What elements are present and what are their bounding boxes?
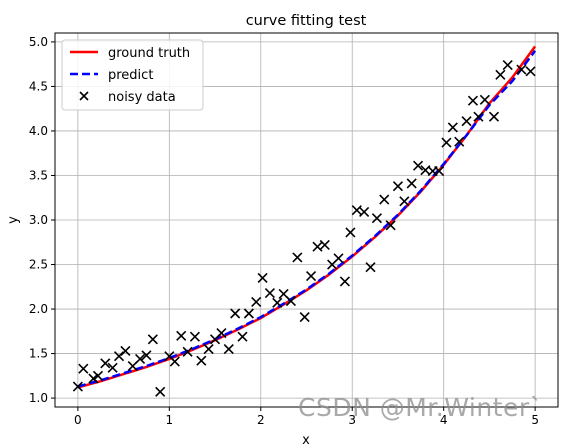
noisy-data-point <box>243 308 254 319</box>
noisy-data-point <box>147 334 158 345</box>
y-axis-label: y <box>6 216 21 224</box>
x-axis-label: x <box>302 433 310 447</box>
noisy-data-point <box>251 296 262 307</box>
noisy-data-point <box>441 137 452 148</box>
noisy-data-point <box>120 345 131 356</box>
noisy-data-point <box>319 239 330 250</box>
noisy-data-point <box>189 331 200 342</box>
grid-lines <box>55 33 558 407</box>
noisy-data-point <box>312 241 323 252</box>
noisy-data-point <box>385 220 396 231</box>
noisy-data-point <box>479 94 490 105</box>
axis-ticks: 0 1 2 3 4 5 1.0 1.5 2.0 2.5 3.0 3.5 4.0 4.5 5.0 <box>29 35 539 427</box>
noisy-data-point <box>230 308 241 319</box>
noisy-data-point <box>502 59 513 71</box>
legend-box <box>61 39 204 111</box>
noisy-data-point <box>495 69 506 80</box>
x-tick-label: 1 <box>165 413 173 427</box>
noisy-data-point <box>100 358 111 369</box>
noisy-data-point <box>365 262 376 273</box>
noisy-data-point <box>488 111 500 122</box>
y-tick-label: 4.5 <box>29 79 48 93</box>
x-tick-label: 5 <box>531 413 539 427</box>
noisy-data-point <box>461 116 472 127</box>
noisy-data-point <box>359 206 370 218</box>
noisy-data-point <box>333 253 344 264</box>
noisy-data-point <box>203 344 214 355</box>
noisy-data-point <box>78 363 89 374</box>
noisy-data-point <box>88 373 99 384</box>
noisy-data-point <box>237 331 248 342</box>
x-tick-label: 4 <box>440 413 448 427</box>
noisy-data-point <box>406 178 417 189</box>
noisy-data-point <box>285 295 297 307</box>
noisy-data-point <box>169 356 180 367</box>
legend-predict-label: predict <box>108 68 153 83</box>
noisy-data-point <box>176 330 187 341</box>
noisy-data-point <box>371 213 382 224</box>
noisy-data-point <box>516 64 527 75</box>
noisy-data-point <box>299 311 310 323</box>
chart-series <box>77 45 537 389</box>
noisy-data-point <box>434 165 445 177</box>
noisy-data-point <box>525 66 536 77</box>
noisy-data-point <box>216 328 227 339</box>
noisy-data-point <box>223 344 234 355</box>
noisy-data-point <box>292 252 303 263</box>
noisy-data-point <box>339 276 350 287</box>
legend-ground-truth-label: ground truth <box>108 46 190 61</box>
legend: ground truth predict noisy data <box>61 39 204 111</box>
watermark: CSDN @Mr.Winter` <box>298 393 543 422</box>
y-tick-label: 4.0 <box>29 124 48 138</box>
noisy-data-point <box>345 227 356 238</box>
noisy-data-point <box>379 194 390 205</box>
noisy-data-point <box>141 350 152 361</box>
y-tick-label: 1.0 <box>29 391 48 405</box>
y-tick-label: 3.5 <box>29 168 48 182</box>
predict-line <box>77 50 537 388</box>
noisy-data-point <box>196 355 207 366</box>
noisy-data-point <box>272 297 283 308</box>
y-tick-label: 3.0 <box>29 213 48 227</box>
x-tick-label: 2 <box>257 413 265 427</box>
noisy-data-point <box>92 370 104 381</box>
noisy-data-point <box>257 272 268 283</box>
noisy-data-point <box>454 136 465 147</box>
noisy-data-point <box>392 181 404 192</box>
noisy-data-point <box>306 271 317 282</box>
scatter-markers <box>72 59 536 397</box>
y-tick-label: 1.5 <box>29 347 48 361</box>
noisy-data-point <box>399 196 410 207</box>
noisy-data-point <box>134 353 146 364</box>
noisy-data-point <box>413 160 424 171</box>
x-tick-label: 0 <box>74 413 82 427</box>
noisy-data-point <box>107 362 118 373</box>
y-tick-label: 2.0 <box>29 302 48 316</box>
noisy-data-point <box>351 205 362 216</box>
noisy-data-point <box>473 111 484 122</box>
noisy-data-point <box>72 381 83 392</box>
x-tick-label: 3 <box>348 413 356 427</box>
y-tick-label: 5.0 <box>29 35 48 49</box>
legend-noisy-data-label: noisy data <box>108 90 176 105</box>
noisy-data-point <box>182 346 193 357</box>
chart-title: curve fitting test <box>246 13 367 29</box>
noisy-data-point <box>155 386 166 397</box>
y-tick-label: 2.5 <box>29 258 48 272</box>
noisy-data-point <box>264 287 275 299</box>
noisy-data-point <box>447 122 458 133</box>
legend-noisy-data-marker <box>79 91 89 101</box>
noisy-data-point <box>467 95 479 106</box>
